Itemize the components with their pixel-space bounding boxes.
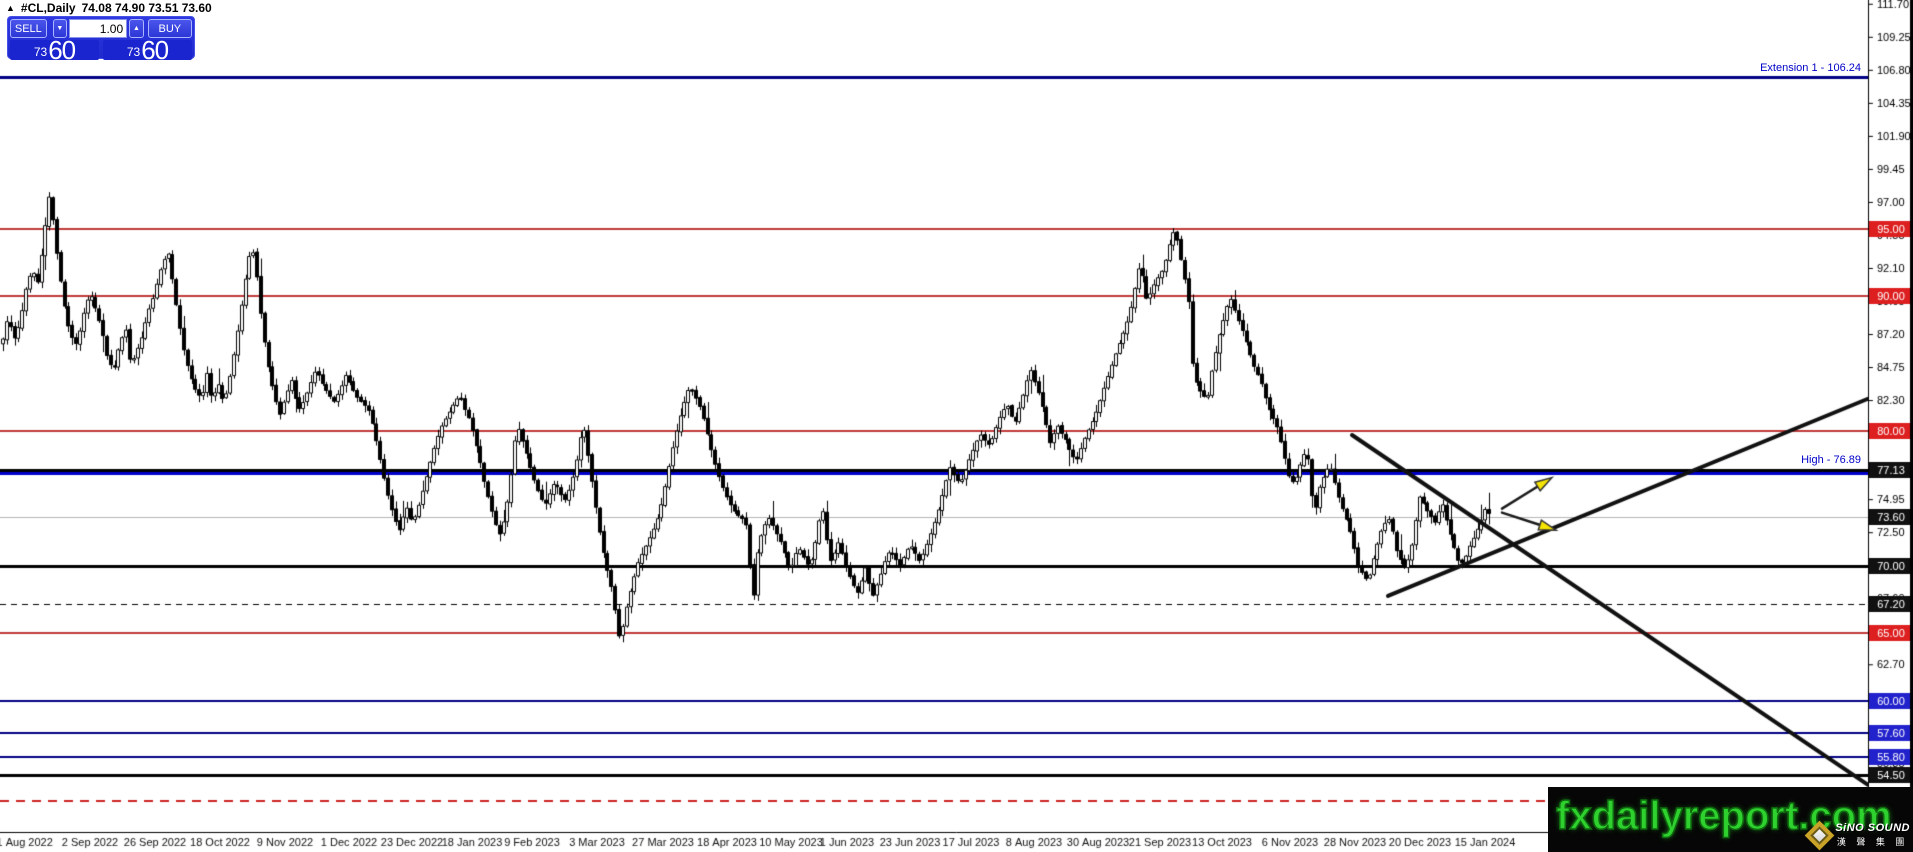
- one-click-trading-panel: SELL ▼ ▲ BUY 73 60 73 60: [7, 16, 195, 65]
- quote-title: ▲ #CL,Daily 74.08 74.90 73.51 73.60: [6, 1, 212, 15]
- watermark-box: fxdailyreport.com SiNO SOUND 漢 聲 集 團: [1548, 787, 1913, 852]
- high-level-label: High - 76.89: [1801, 454, 1861, 466]
- trade-panel-controls: SELL ▼ ▲ BUY: [10, 19, 193, 38]
- ohlc-values: 74.08 74.90 73.51 73.60: [81, 1, 212, 15]
- sino-sound-texts: SiNO SOUND 漢 聲 集 團: [1835, 822, 1910, 848]
- sell-price-big: 60: [48, 35, 76, 65]
- sell-price-tile[interactable]: 73 60: [10, 35, 99, 65]
- sell-price-small: 73: [33, 45, 48, 59]
- volume-decrease-button[interactable]: ▼: [52, 19, 68, 38]
- diamond-logo-icon: [1804, 820, 1835, 850]
- volume-input[interactable]: [69, 19, 128, 38]
- buy-price-small: 73: [126, 45, 141, 59]
- sell-button[interactable]: SELL: [10, 19, 47, 38]
- buy-button[interactable]: BUY: [147, 19, 193, 38]
- up-triangle-icon: ▲: [6, 2, 15, 13]
- brand-name-chinese: 漢 聲 集 團: [1836, 837, 1909, 847]
- buy-price-tile[interactable]: 73 60: [103, 35, 192, 65]
- extension-level-label: Extension 1 - 106.24: [1760, 62, 1861, 74]
- sino-sound-logo: SiNO SOUND 漢 聲 集 團: [1804, 820, 1910, 850]
- trade-panel-prices: 73 60 73 60: [10, 35, 192, 65]
- volume-increase-button[interactable]: ▲: [129, 19, 144, 38]
- brand-name: SiNO SOUND: [1835, 822, 1910, 834]
- watermark-site-text: fxdailyreport.com: [1555, 793, 1892, 839]
- symbol-timeframe-label: #CL,Daily: [20, 1, 76, 15]
- buy-price-big: 60: [141, 35, 169, 65]
